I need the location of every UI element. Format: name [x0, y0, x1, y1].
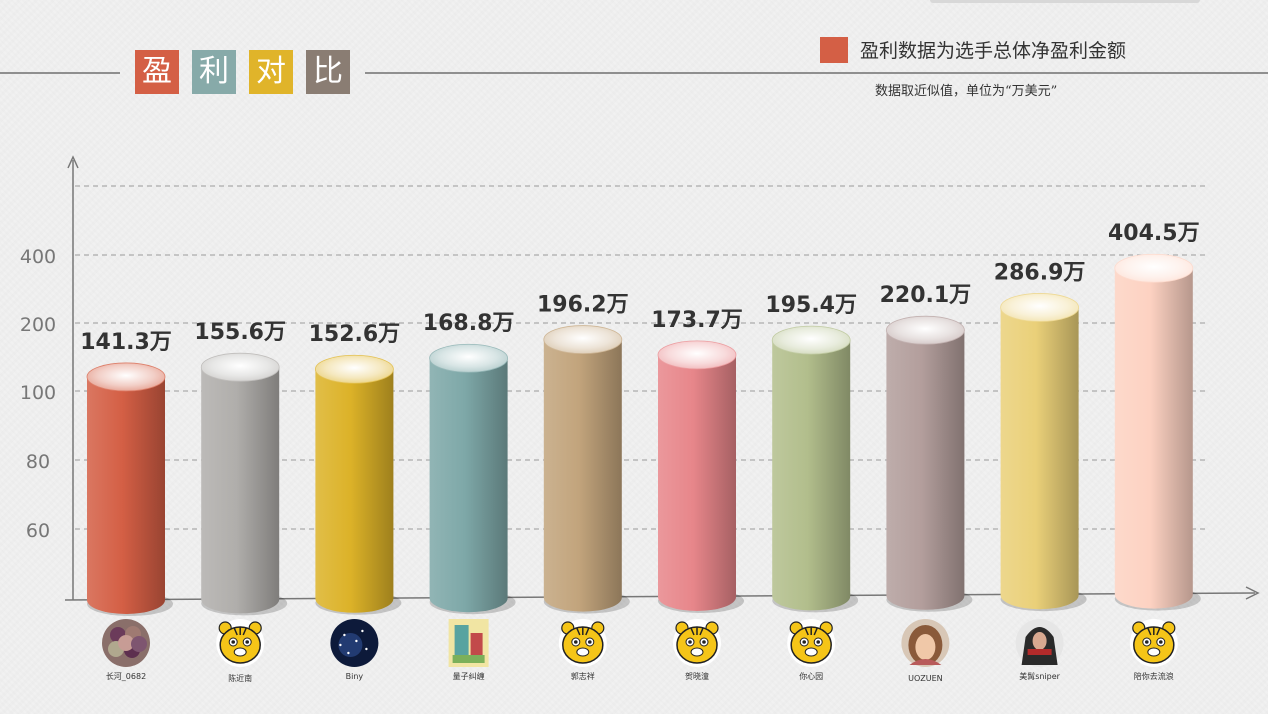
player-name-label: 量子纠缠 [453, 671, 485, 681]
header-line-left [0, 72, 120, 74]
bar-cylinder [886, 330, 965, 610]
bar-cylinder [772, 340, 851, 611]
header-line-right [365, 72, 1268, 74]
bar-cylinder [201, 367, 280, 614]
bar-cap [657, 340, 737, 370]
top-tab-decoration [930, 0, 1200, 3]
bar-cylinder [429, 358, 508, 613]
y-tick-label: 200 [20, 314, 56, 336]
bar-cap [429, 343, 509, 373]
bar-cylinder [87, 376, 165, 614]
player-name-label: 贺晓潼 [685, 671, 709, 681]
tiger-cartoon-avatar-icon [1129, 619, 1178, 667]
legend-swatch [820, 36, 848, 63]
bar-cap [200, 352, 280, 382]
bar-cylinder [543, 339, 622, 612]
bar-cylinder [1000, 307, 1079, 610]
bar-value-label: 196.2万 [537, 293, 629, 318]
bar-value-label: 286.9万 [994, 260, 1086, 285]
bar-value-label: 195.4万 [765, 293, 857, 318]
bar-cap [543, 325, 623, 354]
y-tick-label: 400 [20, 246, 56, 268]
bar-value-label: 173.7万 [651, 308, 743, 333]
tiger-cartoon-avatar-icon [787, 619, 836, 667]
player-name-label: UOZUEN [908, 674, 943, 683]
bar-value-label: 168.8万 [423, 311, 515, 336]
hooded-figure-avatar-icon [1015, 619, 1064, 667]
player-name-label: 陪你去流浪 [1134, 671, 1174, 681]
bar-cylinder [1114, 268, 1193, 609]
unit-note: 数据取近似值，单位为“万美元” [875, 84, 1058, 99]
bar-cylinder [315, 369, 394, 613]
starry-sky-avatar-icon [330, 619, 379, 667]
legend: 盈利数据为选手总体净盈利金额 [820, 36, 1126, 63]
bar-cap [314, 354, 394, 384]
y-tick-label: 80 [26, 451, 50, 473]
bar-cap [1000, 293, 1079, 322]
girl-photo-avatar-icon [901, 619, 950, 667]
title-char-3: 对 [249, 50, 293, 94]
title-char-2: 利 [192, 50, 236, 94]
bar-value-label: 220.1万 [880, 283, 972, 308]
bar-cap [771, 325, 851, 355]
page-title: 盈 利 对 比 [135, 50, 350, 94]
bar-cap [86, 362, 166, 392]
title-char-4: 比 [306, 50, 350, 94]
y-tick-label: 100 [20, 382, 56, 404]
player-name-label: Biny [346, 672, 364, 681]
bar-value-label: 141.3万 [80, 330, 172, 355]
player-name-label: 你心园 [799, 671, 823, 681]
colorful-art-avatar-icon [448, 619, 489, 667]
bar-cylinder [658, 354, 736, 611]
tiger-cartoon-avatar-icon [558, 619, 607, 667]
bar-value-label: 155.6万 [194, 320, 286, 345]
player-name-label: 郭志祥 [571, 671, 595, 681]
legend-label: 盈利数据为选手总体净盈利金额 [860, 40, 1127, 62]
y-axis-arrow [67, 155, 79, 169]
tiger-cartoon-avatar-icon [673, 619, 721, 667]
fruit-photo-avatar-icon [102, 619, 150, 667]
player-name-label: 长河_0682 [106, 671, 146, 681]
tiger-cartoon-avatar-icon [216, 619, 265, 667]
bar-cap [886, 315, 965, 345]
bar-value-label: 404.5万 [1108, 221, 1200, 246]
title-char-1: 盈 [135, 50, 179, 94]
bar-value-label: 152.6万 [309, 322, 401, 347]
y-tick-label: 60 [26, 520, 50, 542]
bar-cap [1114, 253, 1194, 283]
player-name-label: 美髯sniper [1019, 671, 1060, 681]
player-name-label: 陈近南 [228, 673, 252, 683]
x-axis-arrow [1245, 586, 1260, 600]
